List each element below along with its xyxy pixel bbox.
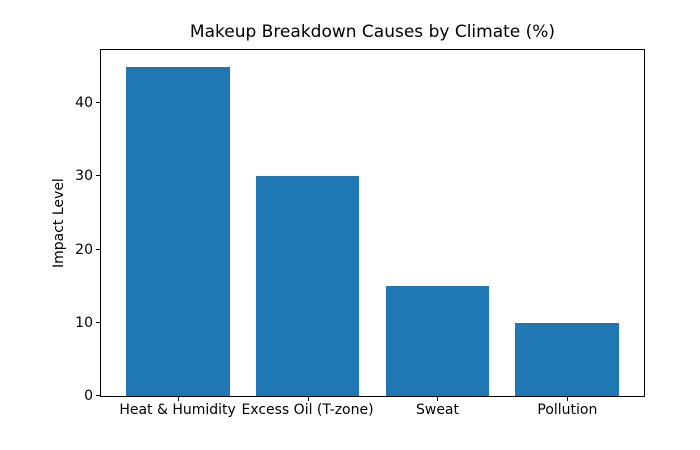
x-tick-mark (567, 397, 568, 401)
x-tick-label-excess-oil-t-zone: Excess Oil (T-zone) (241, 402, 374, 418)
bar-heat-humidity (125, 66, 230, 396)
bar-sweat (385, 286, 490, 396)
y-tick-mark (96, 322, 100, 323)
y-tick-label: 30 (75, 168, 93, 184)
y-tick-label: 40 (75, 95, 93, 111)
y-tick-label: 20 (75, 242, 93, 258)
x-tick-label-pollution: Pollution (537, 402, 598, 418)
x-tick-mark (178, 397, 179, 401)
chart-title: Makeup Breakdown Causes by Climate (%) (189, 22, 556, 42)
y-tick-mark (96, 249, 100, 250)
y-tick-mark (96, 102, 100, 103)
bar-pollution (515, 322, 620, 396)
x-tick-mark (437, 397, 438, 401)
y-tick-label: 0 (84, 388, 93, 404)
plot-area (100, 49, 645, 397)
y-tick-label: 10 (75, 315, 93, 331)
bar-excess-oil-t-zone (255, 176, 360, 396)
x-tick-label-heat-humidity: Heat & Humidity (119, 402, 236, 418)
x-tick-mark (308, 397, 309, 401)
x-tick-label-sweat: Sweat (415, 402, 460, 418)
y-tick-mark (96, 395, 100, 396)
y-tick-mark (96, 175, 100, 176)
